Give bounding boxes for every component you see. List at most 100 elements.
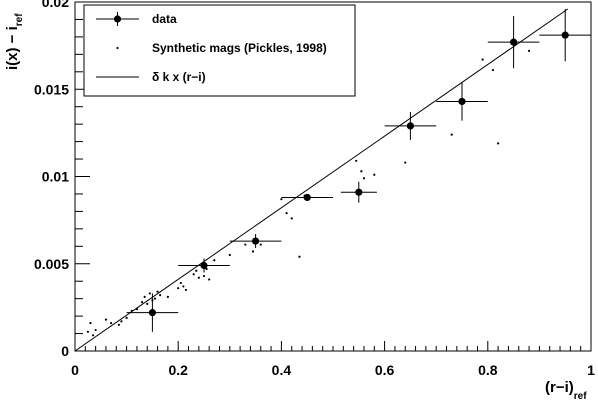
synthetic-point	[182, 285, 185, 288]
legend-box	[83, 4, 356, 97]
synthetic-point	[166, 295, 169, 299]
synthetic-point	[280, 198, 283, 201]
legend: data Synthetic mags (Pickles, 1998) δ k …	[83, 4, 356, 97]
data-point	[340, 181, 377, 203]
synthetic-point	[213, 259, 216, 262]
synthetic-point	[184, 288, 188, 292]
synthetic-point	[298, 255, 301, 258]
synthetic-point	[497, 142, 500, 145]
synthetic-point	[244, 243, 247, 246]
synthetic-point	[491, 68, 495, 72]
legend-marker-data	[113, 15, 122, 23]
x-tick-label: 1	[587, 362, 595, 378]
x-tick-label: 0.6	[375, 362, 395, 378]
synthetic-point	[355, 159, 358, 162]
x-tick-label: 0.8	[478, 362, 498, 378]
synthetic-point	[140, 301, 144, 304]
data-point	[126, 293, 179, 332]
data-marker	[252, 237, 260, 245]
data-point	[229, 234, 282, 249]
legend-item-fit: δ k x (r−i)	[96, 70, 206, 84]
y-axis-title: i(x) − iref	[4, 13, 25, 70]
x-tick-label: 0	[71, 362, 79, 378]
y-tick-label: 0.02	[42, 0, 69, 10]
synthetic-point	[177, 287, 180, 290]
synthetic-point	[143, 295, 146, 299]
synthetic-point	[89, 321, 92, 325]
y-tick-label: 0.01	[42, 169, 69, 185]
legend-item-synthetic: Synthetic mags (Pickles, 1998)	[116, 41, 327, 55]
synthetic-point	[192, 273, 195, 276]
synthetic-point	[91, 334, 95, 337]
data-point	[384, 111, 437, 140]
synthetic-point	[404, 161, 407, 164]
synthetic-point	[110, 321, 113, 325]
synthetic-point	[146, 302, 149, 305]
synthetic-point	[156, 290, 159, 293]
synthetic-point	[153, 297, 157, 300]
data-point	[539, 8, 591, 62]
x-tick-label: 0.2	[168, 362, 188, 378]
synthetic-point	[125, 316, 128, 319]
data-points-layer	[126, 8, 591, 332]
data-marker	[458, 97, 466, 106]
x-axis: 0 0.2 0.4 0.6 0.8 1	[71, 341, 595, 378]
synthetic-point	[481, 58, 484, 61]
synthetic-point	[362, 177, 366, 180]
synthetic-point	[195, 269, 198, 272]
data-point	[487, 15, 540, 69]
x-tick-label: 0.4	[272, 362, 292, 378]
y-tick-label: 0	[61, 343, 69, 359]
synthetic-point	[527, 49, 531, 52]
x-axis-title: (r−i)ref	[545, 379, 587, 402]
data-point	[436, 82, 488, 121]
synthetic-point	[94, 328, 97, 332]
data-point	[178, 258, 230, 273]
synthetic-point	[135, 308, 139, 311]
legend-item-data: data	[96, 12, 177, 26]
synthetic-point	[117, 323, 120, 326]
legend-label-fit: δ k x (r−i)	[152, 70, 206, 84]
synthetic-point	[202, 274, 206, 278]
data-marker	[355, 188, 363, 196]
data-marker	[561, 31, 569, 39]
synthetic-point	[251, 250, 255, 253]
synthetic-point	[290, 217, 293, 220]
synthetic-point	[208, 278, 211, 281]
y-tick-label: 0.015	[34, 81, 69, 97]
fit-line	[74, 8, 569, 352]
svg-text:(r−i)ref: (r−i)ref	[545, 379, 587, 402]
synthetic-point	[148, 292, 151, 295]
data-marker	[200, 261, 208, 270]
legend-marker-synthetic	[116, 46, 119, 50]
legend-label-synthetic: Synthetic mags (Pickles, 1998)	[152, 41, 327, 55]
fit-line-layer	[74, 8, 569, 352]
synthetic-point	[104, 318, 108, 321]
y-axis: 0 0.005 0.01 0.015 0.02	[34, 0, 90, 359]
synthetic-point	[360, 170, 363, 173]
x-axis-title-main: (r−i)	[545, 379, 574, 396]
svg-text:i(x) − iref: i(x) − iref	[4, 13, 25, 70]
y-tick-label: 0.005	[34, 256, 69, 272]
synthetic-point	[86, 330, 89, 333]
synthetic-point	[179, 281, 182, 285]
synthetic-point	[130, 309, 133, 312]
synthetic-point	[197, 276, 200, 279]
data-marker	[509, 38, 518, 46]
data-marker	[148, 309, 156, 317]
x-axis-title-sub: ref	[574, 391, 587, 402]
data-point	[281, 193, 333, 202]
synthetic-point	[450, 133, 453, 136]
synthetic-point	[228, 253, 231, 257]
synthetic-point	[285, 212, 288, 215]
data-marker	[406, 122, 414, 130]
y-axis-title-sub: ref	[14, 13, 25, 26]
synthetic-dots-layer	[86, 49, 531, 337]
legend-label-data: data	[152, 12, 177, 26]
synthetic-point	[373, 173, 376, 176]
data-marker	[303, 193, 311, 202]
synthetic-point	[259, 243, 262, 246]
y-axis-title-main: i(x) − i	[4, 26, 21, 70]
synthetic-point	[159, 294, 162, 297]
